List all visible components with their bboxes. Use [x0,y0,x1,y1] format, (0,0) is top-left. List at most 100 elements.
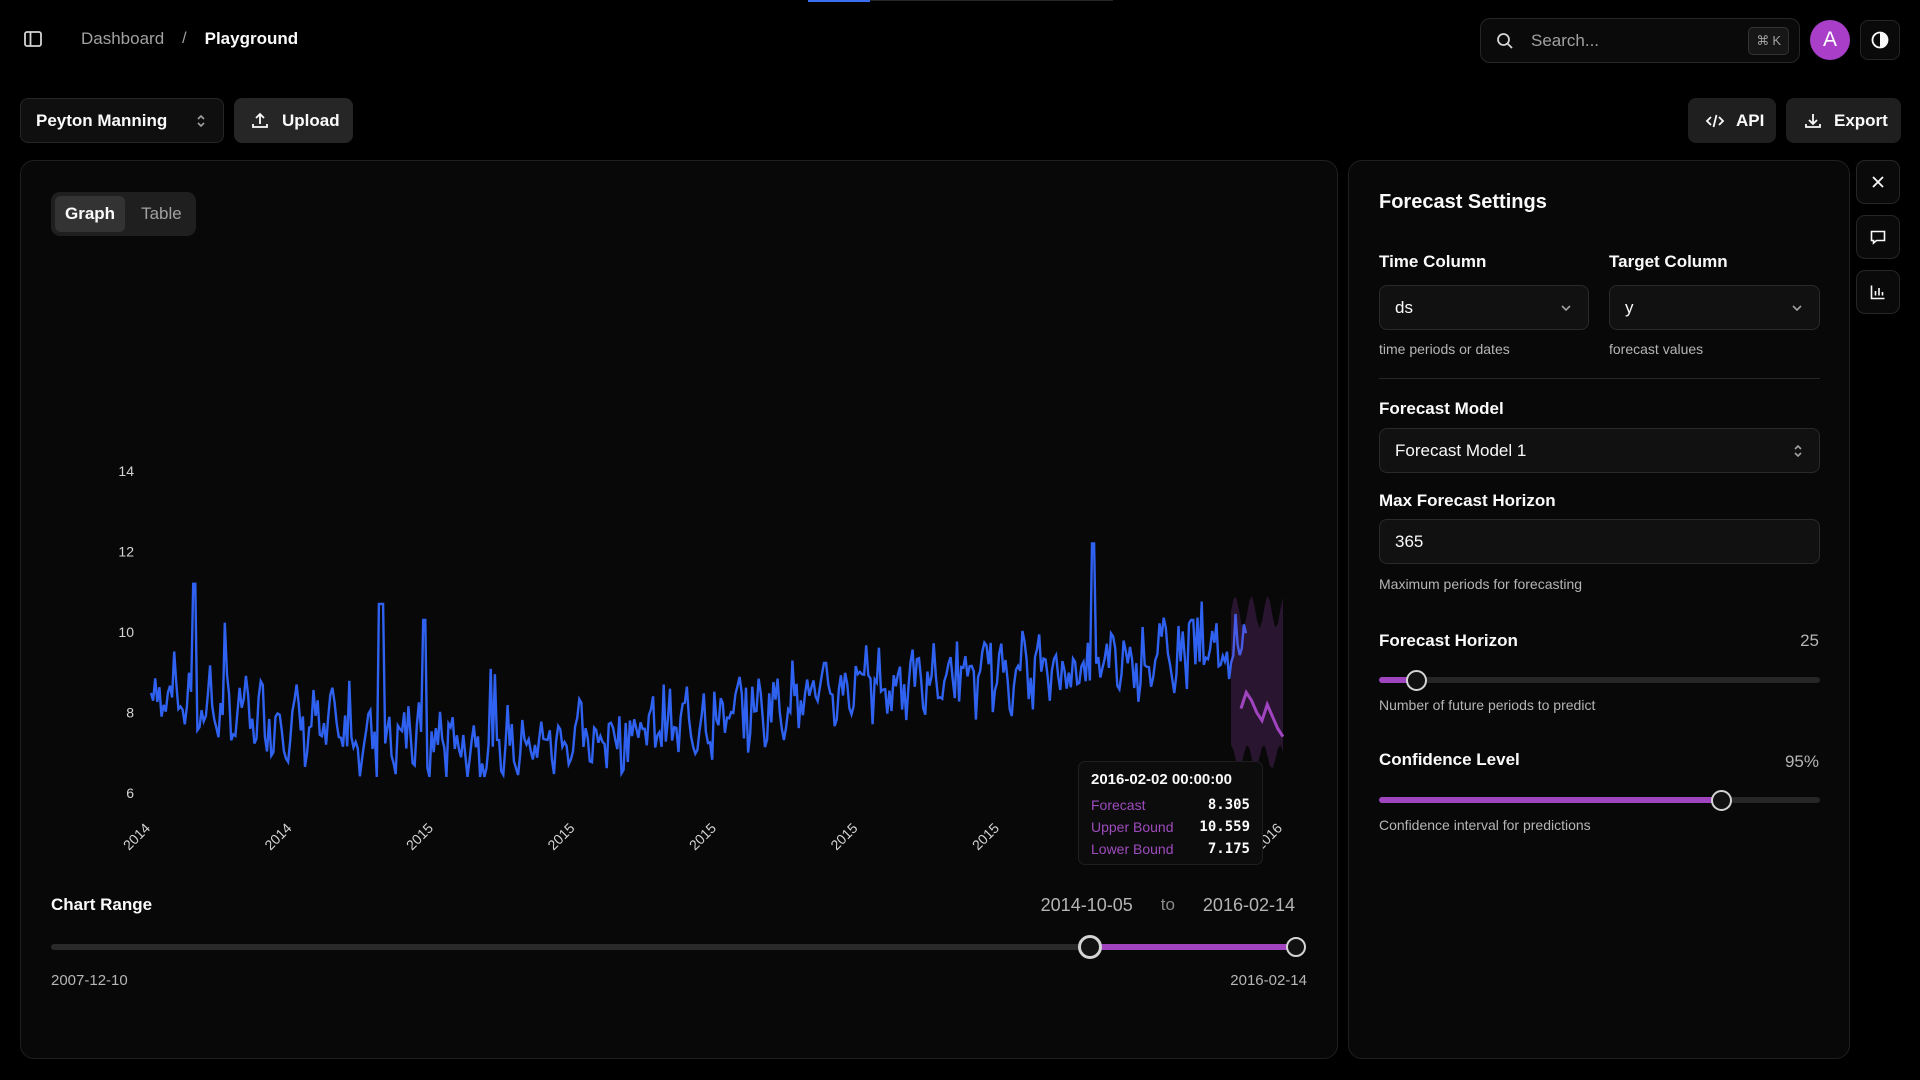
y-tick-label: 12 [118,544,134,560]
forecast-line-chart[interactable]: 6810121420142014201520152015201520152015… [21,161,1337,881]
tooltip-row-lower: Lower Bound 7.175 [1091,838,1250,860]
upload-icon [252,112,268,128]
confidence-level-thumb[interactable] [1711,790,1732,811]
x-tick-label: 2015 [827,820,860,853]
tooltip-label: Upper Bound [1091,819,1174,835]
forecast-horizon-thumb[interactable] [1406,670,1427,691]
time-column-select[interactable]: ds [1379,285,1589,330]
target-column-select[interactable]: y [1609,285,1820,330]
x-tick-label: 2015 [403,820,436,853]
forecast-settings-panel: Forecast Settings Time Column ds time pe… [1348,160,1850,1059]
forecast-series-line [1239,688,1285,738]
tooltip-row-upper: Upper Bound 10.559 [1091,816,1250,838]
shortcut-key: K [1772,33,1781,48]
x-tick-label: 2015 [544,820,577,853]
search-shortcut-badge: ⌘ K [1748,26,1789,55]
shortcut-symbol: ⌘ [1756,32,1770,48]
x-tick-label: 2015 [969,820,1002,853]
target-column-hint: forecast values [1609,341,1704,357]
search-placeholder: Search... [1531,30,1600,50]
chart-settings-button[interactable] [1856,270,1900,314]
range-start-date: 2014-10-05 [1040,895,1133,915]
tooltip-value: 8.305 [1207,797,1250,813]
target-column-label: Target Column [1609,252,1728,271]
target-column-value: y [1625,297,1634,317]
tab-table[interactable]: Table [141,204,182,223]
confidence-level-fill [1379,797,1722,803]
chart-range-selected [1090,944,1297,950]
code-icon [1705,114,1725,127]
upload-button[interactable]: Upload [234,98,353,143]
confidence-level-value: 95% [1784,752,1819,771]
forecast-model-label: Forecast Model [1379,399,1504,418]
comments-button[interactable] [1856,215,1900,259]
tooltip-value: 7.175 [1207,841,1250,857]
upload-button-label: Upload [282,110,340,130]
avatar[interactable]: A [1810,20,1850,60]
tooltip-label: Lower Bound [1091,841,1174,857]
actual-series-line [149,542,1248,779]
x-tick-label: 2014 [261,820,294,853]
confidence-level-hint: Confidence interval for predictions [1379,817,1591,833]
breadcrumb: Dashboard / Playground [81,29,298,49]
dataset-select-value: Peyton Manning [36,110,168,130]
close-panel-button[interactable] [1856,160,1900,204]
x-tick-label: 2015 [686,820,719,853]
range-min-date: 2007-12-10 [51,972,128,989]
forecast-model-value: Forecast Model 1 [1395,440,1527,460]
tooltip-label: Forecast [1091,797,1146,813]
sidebar-toggle-button[interactable] [22,28,44,50]
chart-range-track[interactable] [51,944,1296,950]
tooltip-value: 10.559 [1199,819,1250,835]
chevron-down-icon [1561,304,1571,311]
forecast-model-select[interactable]: Forecast Model 1 [1379,428,1820,473]
range-to-label: to [1160,895,1175,914]
forecast-confidence-band [1231,595,1283,769]
y-tick-label: 14 [118,463,134,479]
time-column-label: Time Column [1379,252,1487,271]
breadcrumb-separator: / [182,30,187,47]
tooltip-title: 2016-02-02 00:00:00 [1091,771,1232,788]
forecast-horizon-label: Forecast Horizon [1379,631,1518,650]
range-end-date: 2016-02-14 [1202,895,1295,915]
tab-graph[interactable]: Graph [55,196,126,232]
sidebar-toggle-icon [24,31,42,47]
view-toggle: Graph Table [51,192,196,236]
range-max-date: 2016-02-14 [1230,972,1307,989]
settings-title: Forecast Settings [1379,191,1547,213]
x-tick-label: 2014 [120,820,153,853]
tooltip-row-forecast: Forecast 8.305 [1091,794,1250,816]
message-icon [1870,230,1886,245]
export-button[interactable]: Export [1786,98,1901,143]
settings-divider [1379,378,1820,379]
api-button[interactable]: API [1688,98,1776,143]
chevron-updown-icon [1794,444,1802,457]
chart-card: Graph Table 6 8 10 12 14 2014 2014 2015 2015 2015… [20,160,1338,1059]
y-tick-label: 10 [118,624,134,640]
breadcrumb-playground: Playground [204,29,299,48]
y-tick-label: 8 [126,705,134,721]
forecast-horizon-fill [1379,677,1417,683]
max-horizon-hint: Maximum periods for forecasting [1379,576,1583,592]
forecast-horizon-track[interactable] [1379,677,1820,683]
contrast-icon [1871,31,1889,49]
chart-tooltip: 2016-02-02 00:00:00 Forecast 8.305 Upper … [1078,761,1263,865]
time-column-value: ds [1395,297,1413,317]
chart-range-values: 2014-10-05 to 2016-02-14 [1041,895,1295,916]
max-horizon-input[interactable] [1379,519,1820,564]
theme-toggle-button[interactable] [1860,20,1900,60]
top-progress-line [808,0,1113,2]
range-start-handle[interactable] [1078,935,1102,959]
range-end-handle[interactable] [1286,937,1306,957]
top-progress-segment [808,0,870,2]
search-icon [1495,30,1517,52]
search-input[interactable]: Search... ⌘ K [1480,18,1800,63]
chevron-updown-icon [197,114,205,127]
dataset-select[interactable]: Peyton Manning [20,98,224,143]
time-column-hint: time periods or dates [1379,341,1510,357]
forecast-horizon-hint: Number of future periods to predict [1379,697,1596,713]
close-icon [1872,176,1884,188]
chevron-down-icon [1792,304,1802,311]
breadcrumb-dashboard[interactable]: Dashboard [81,29,165,48]
bar-chart-icon [1870,285,1885,300]
